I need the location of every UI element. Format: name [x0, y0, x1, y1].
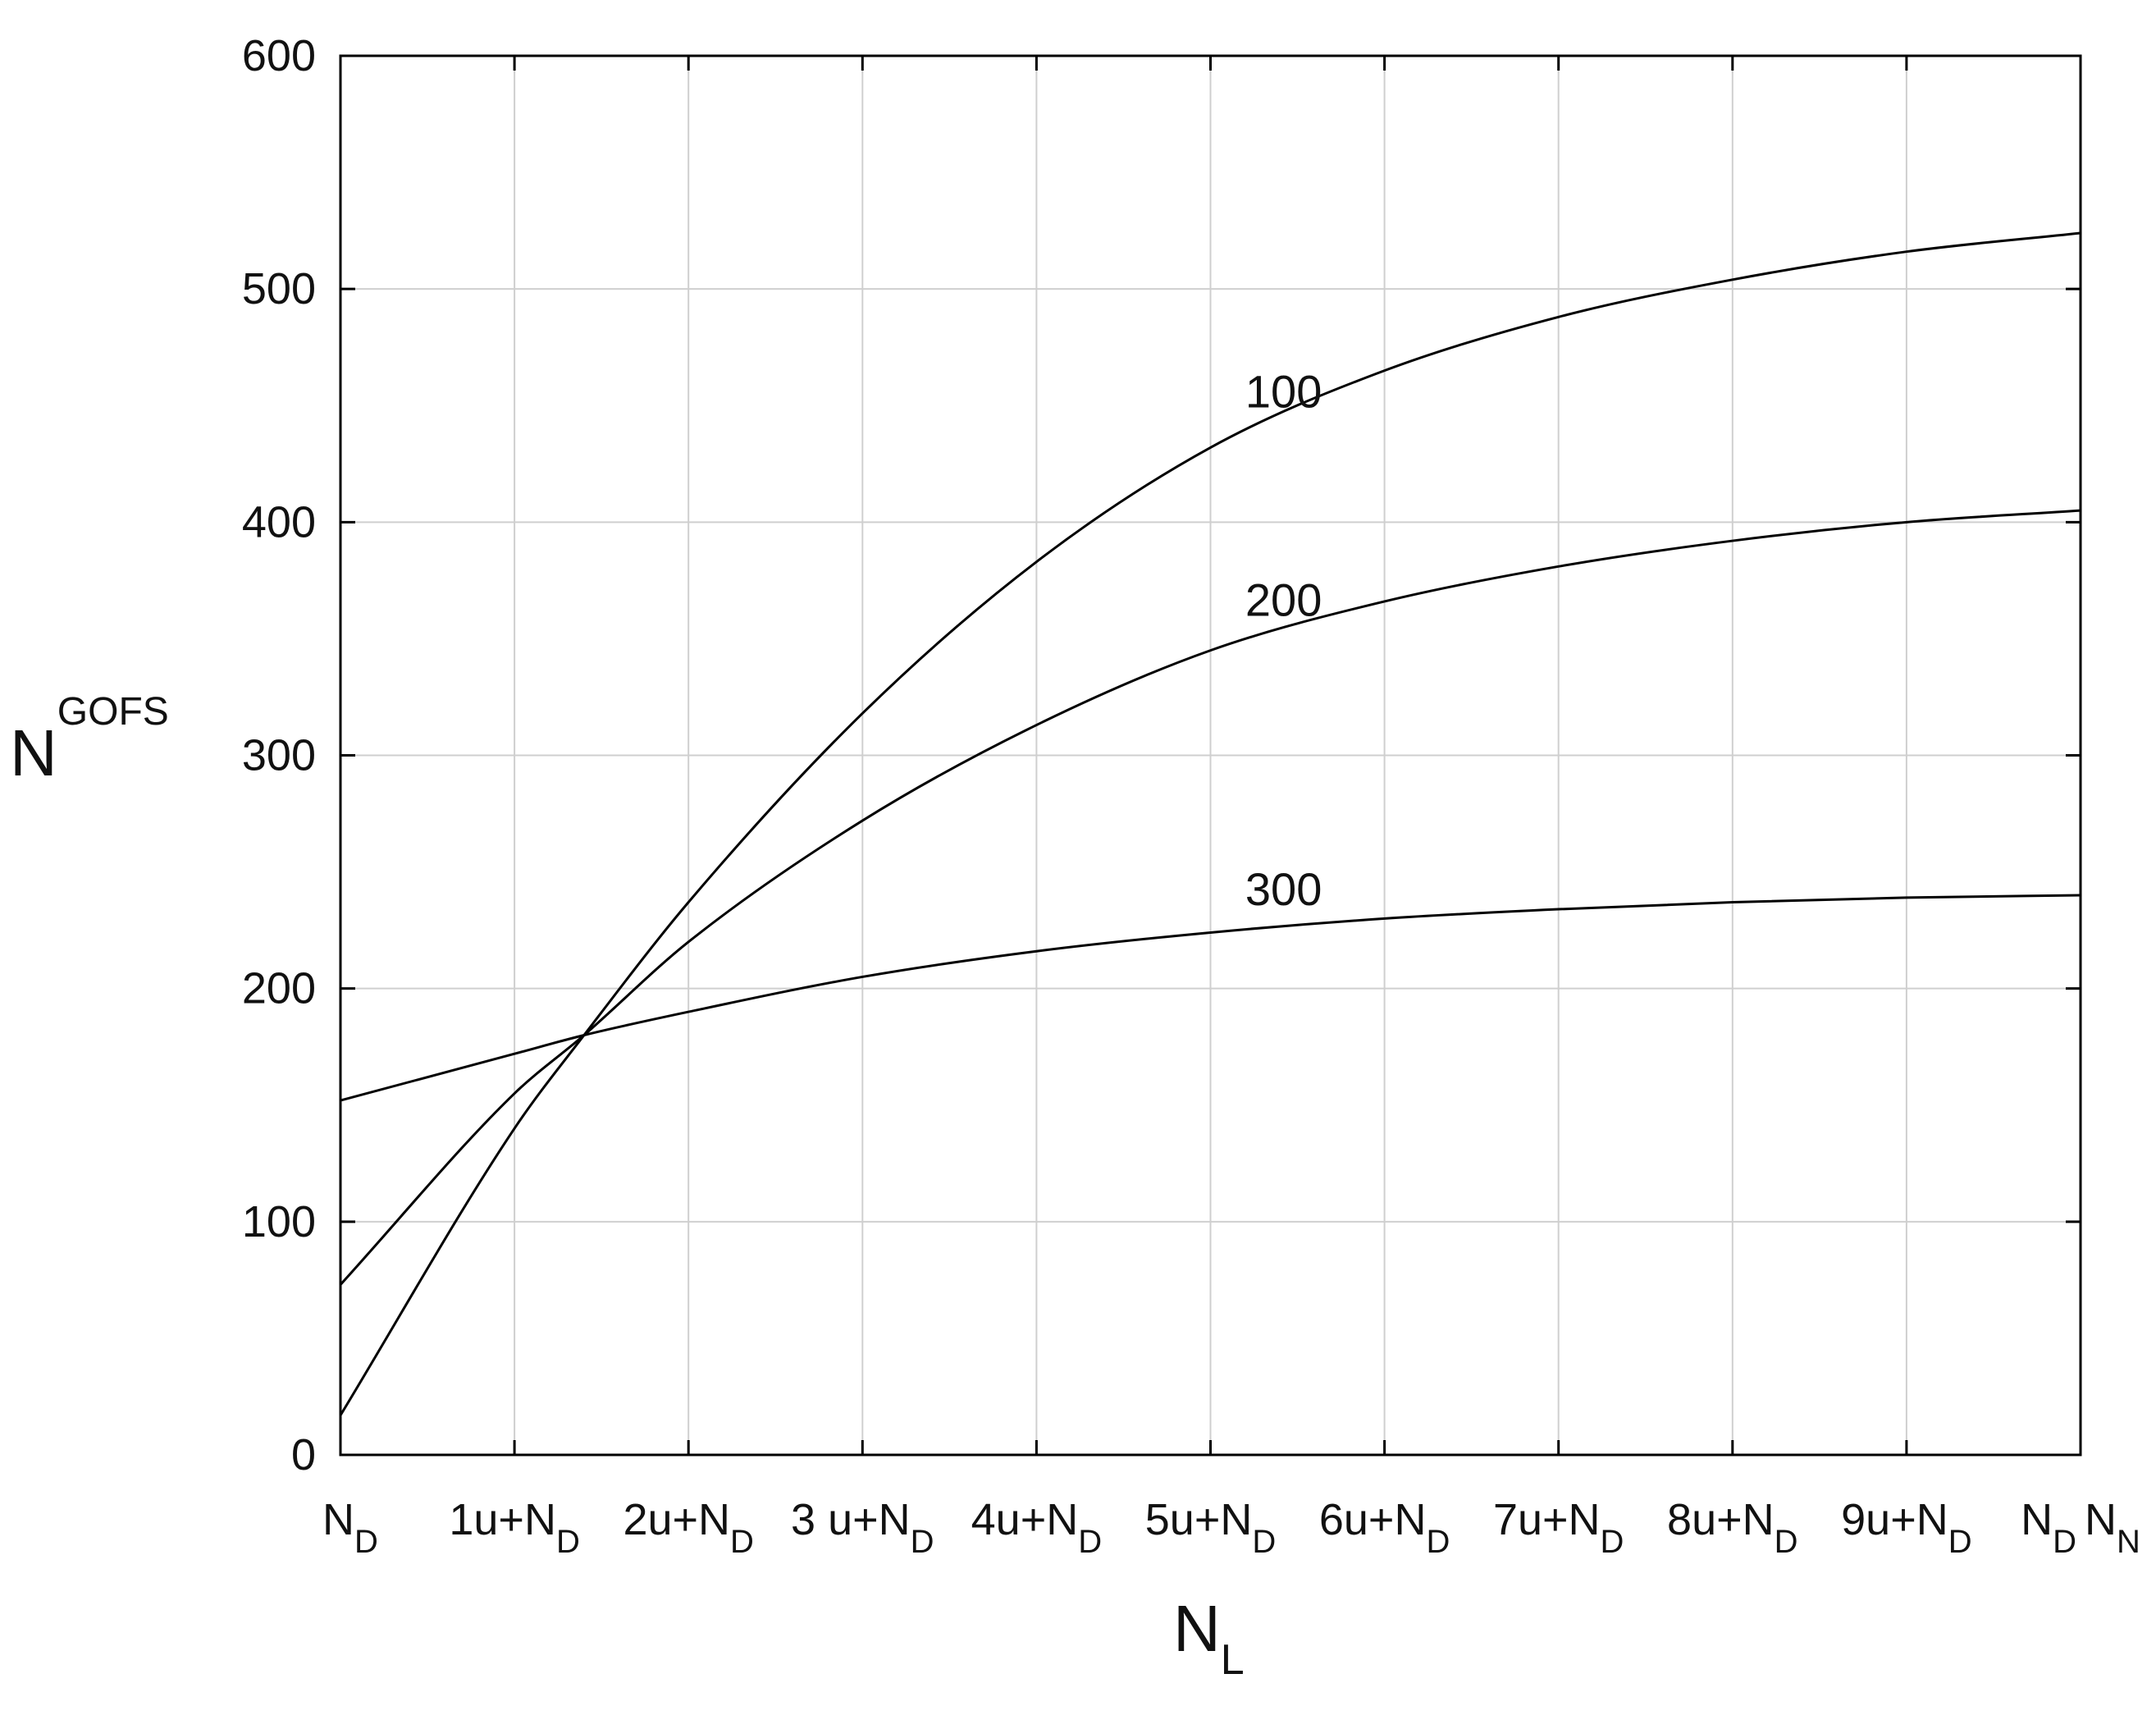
- curve-label-100: 100: [1245, 366, 1322, 418]
- y-tick-label: 500: [242, 264, 316, 313]
- x-tick-labels: ND 1u+ND 2u+ND 3 u+ND 4u+ND 5u+ND 6u+ND 7u+ND 8u…: [322, 1495, 2140, 1560]
- y-tick-label: 300: [242, 731, 316, 780]
- y-axis-title: NGOFS: [10, 690, 169, 789]
- x-tick-label: 8u+ND: [1667, 1495, 1798, 1560]
- series-layer: [339, 231, 2081, 1416]
- y-tick-label: 400: [242, 497, 316, 547]
- series-line-200: [339, 509, 2081, 1286]
- y-axis-title-main: N: [10, 716, 57, 789]
- y-tick-label: 200: [242, 964, 316, 1013]
- x-tick-label: ND: [322, 1495, 378, 1560]
- y-tick-label: 600: [242, 31, 316, 80]
- x-axis-title-subscript: L: [1221, 1636, 1245, 1684]
- curve-label-300: 300: [1245, 863, 1322, 915]
- tick-marks: [339, 54, 2082, 1457]
- x-tick-label: ND NN: [2021, 1495, 2140, 1560]
- x-axis-title: NL: [1173, 1592, 1245, 1684]
- y-axis-title-superscript: GOFS: [57, 690, 169, 734]
- x-tick-label: 9u+ND: [1841, 1495, 1972, 1560]
- x-tick-label: 4u+ND: [971, 1495, 1103, 1560]
- y-tick-labels: 0 100 200 300 400 500 600: [242, 31, 316, 1479]
- x-tick-label: 1u+ND: [449, 1495, 580, 1560]
- x-tick-label: 7u+ND: [1493, 1495, 1624, 1560]
- x-tick-label: 5u+ND: [1145, 1495, 1277, 1560]
- curve-label-200: 200: [1245, 574, 1322, 626]
- x-tick-label: 3 u+ND: [791, 1495, 934, 1560]
- x-tick-label: 2u+ND: [623, 1495, 754, 1560]
- y-tick-label: 100: [242, 1197, 316, 1246]
- y-tick-label: 0: [291, 1430, 316, 1479]
- series-line-100: [339, 231, 2081, 1416]
- x-axis-title-main: N: [1173, 1592, 1221, 1665]
- series-line-300: [340, 894, 2081, 1102]
- gridlines: [340, 56, 2081, 1455]
- x-tick-label: 6u+ND: [1319, 1495, 1450, 1560]
- curve-labels: 100 200 300: [1245, 366, 1322, 915]
